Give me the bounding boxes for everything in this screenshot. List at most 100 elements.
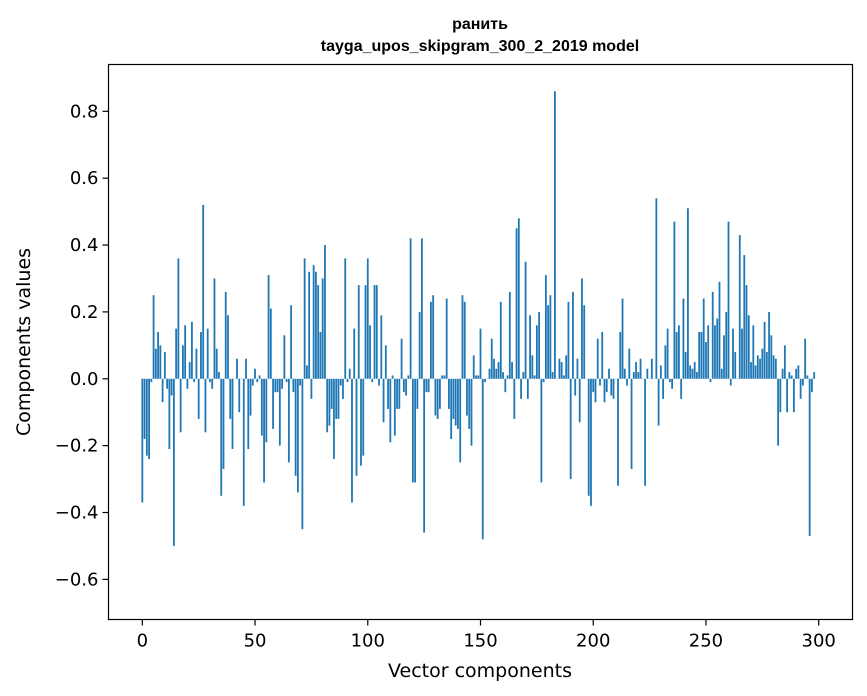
bar-136 (448, 378, 450, 409)
bar-121 (414, 378, 417, 483)
bar-75 (310, 378, 313, 399)
bar-294 (804, 338, 807, 379)
bar-13 (170, 378, 173, 396)
bar-281 (774, 358, 777, 379)
bar-288 (790, 375, 793, 379)
bar-244 (691, 368, 694, 379)
bar-108 (384, 345, 387, 379)
bar-70 (299, 378, 302, 386)
bar-105 (378, 378, 380, 386)
chart-title: ранить (452, 16, 508, 33)
bar-57 (269, 308, 272, 379)
bar-198 (587, 378, 590, 496)
bar-262 (732, 328, 734, 379)
bar-27 (202, 204, 205, 379)
bar-45 (242, 378, 245, 506)
x-axis-label: Vector components (388, 660, 572, 682)
bar-91 (346, 378, 349, 383)
bar-56 (267, 275, 270, 379)
bar-65 (287, 378, 290, 463)
bar-273 (756, 355, 759, 379)
x-tick-label: 150 (463, 631, 497, 652)
bar-256 (718, 281, 721, 379)
bar-282 (777, 378, 779, 446)
bar-187 (563, 375, 565, 379)
bar-193 (576, 358, 579, 379)
bar-295 (806, 375, 809, 379)
bar-224 (646, 368, 649, 379)
bar-31 (211, 378, 214, 389)
y-axis-label: Components values (13, 248, 35, 436)
bar-279 (770, 335, 773, 379)
bar-289 (792, 378, 795, 413)
bar-228 (655, 198, 658, 379)
bar-42 (236, 358, 238, 379)
bar-113 (396, 378, 398, 409)
bar-233 (666, 328, 669, 379)
bar-87 (337, 378, 340, 419)
bar-293 (802, 378, 804, 386)
y-tick-label: 0.8 (70, 101, 99, 122)
bar-72 (303, 258, 306, 379)
bar-116 (402, 378, 405, 393)
bar-219 (635, 362, 637, 379)
bar-271 (752, 325, 755, 379)
bar-21 (188, 362, 191, 379)
x-tick-label: 300 (802, 631, 836, 652)
bar-34 (218, 372, 220, 379)
bar-53 (260, 378, 263, 436)
bar-213 (621, 298, 624, 379)
bar-138 (452, 378, 455, 419)
bar-292 (799, 378, 802, 399)
bar-231 (662, 378, 665, 399)
x-tick-label: 250 (689, 631, 723, 652)
bar-206 (605, 378, 608, 393)
y-tick-label: 0.6 (70, 168, 99, 189)
bar-114 (398, 378, 401, 409)
bar-117 (405, 378, 407, 396)
bar-181 (549, 295, 552, 379)
bar-189 (567, 301, 570, 379)
bar-48 (249, 378, 252, 416)
bar-265 (738, 235, 741, 379)
bar-103 (373, 285, 376, 379)
bar-296 (808, 378, 811, 536)
bar-255 (716, 318, 719, 379)
bar-254 (714, 325, 716, 379)
bar-49 (251, 378, 254, 386)
x-tick-label: 200 (576, 631, 610, 652)
bar-135 (445, 298, 448, 379)
bar-16 (177, 258, 180, 379)
bar-37 (224, 291, 227, 379)
bar-257 (720, 368, 723, 379)
bar-232 (664, 345, 667, 379)
bar-236 (673, 221, 676, 379)
bar-29 (206, 328, 209, 379)
bar-15 (175, 328, 178, 379)
bar-161 (504, 378, 507, 393)
bar-240 (682, 298, 685, 379)
bar-274 (759, 358, 761, 379)
bar-145 (468, 378, 471, 429)
bar-100 (366, 258, 369, 379)
bar-178 (542, 378, 545, 383)
bar-127 (427, 378, 430, 393)
bar-179 (544, 275, 547, 379)
bar-249 (702, 298, 705, 379)
bar-165 (513, 378, 516, 419)
bar-171 (526, 378, 529, 399)
bar-47 (247, 378, 250, 449)
bar-173 (531, 355, 534, 379)
bar-191 (572, 291, 574, 379)
bar-139 (454, 378, 457, 426)
bar-208 (610, 378, 613, 396)
bar-28 (204, 378, 207, 433)
bar-122 (416, 378, 419, 409)
bar-285 (783, 345, 786, 379)
bar-195 (581, 278, 583, 379)
y-axis-ticks: −0.6 −0.4 −0.2 0.0 0.2 0.4 0.6 0.8 (55, 101, 109, 590)
x-tick-label: 0 (137, 631, 148, 652)
bar-22 (191, 321, 193, 379)
bar-36 (222, 378, 225, 470)
